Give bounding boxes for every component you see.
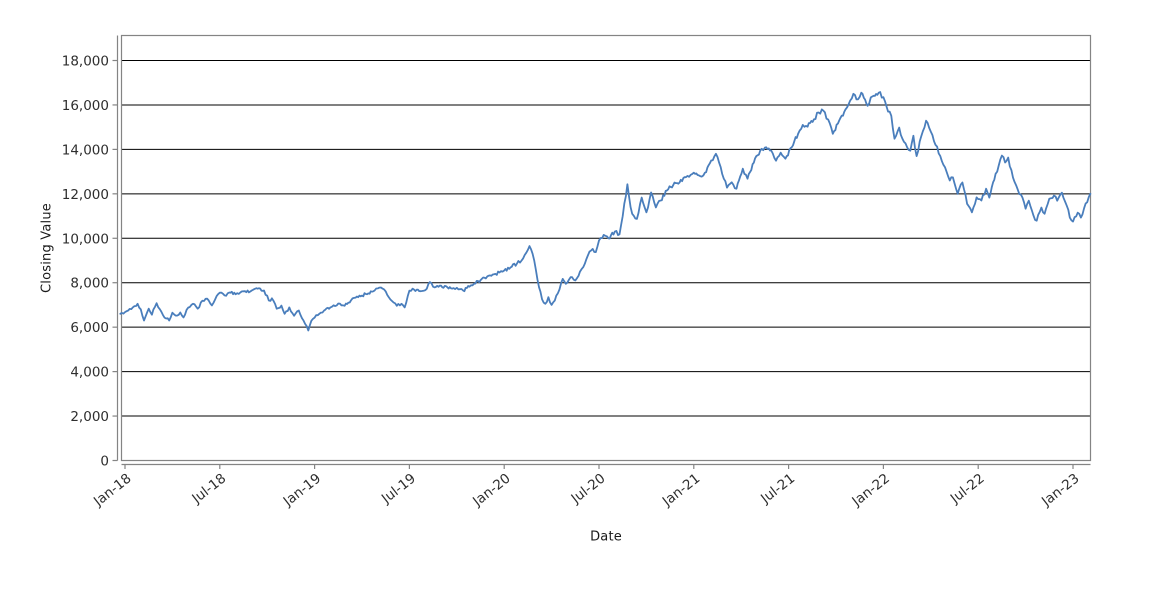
y-tick-label: 4,000 xyxy=(70,365,109,381)
y-tick-label: 18,000 xyxy=(62,54,109,70)
y-axis-title: Closing Value xyxy=(39,203,55,293)
x-tick-label: Jan-19 xyxy=(280,471,324,511)
x-tick-label: Jan-18 xyxy=(90,471,134,511)
x-tick-label: Jan-21 xyxy=(659,471,703,511)
y-tick-label: 16,000 xyxy=(62,98,109,114)
x-tick-label: Jul-18 xyxy=(188,471,229,508)
x-tick-label: Jan-22 xyxy=(848,471,892,511)
y-tick-label: 14,000 xyxy=(62,142,109,158)
y-tick-label: 0 xyxy=(100,454,109,470)
y-tick-label: 10,000 xyxy=(62,231,109,247)
x-tick-label: Jul-22 xyxy=(947,471,988,508)
x-tick-label: Jul-21 xyxy=(757,471,798,508)
x-tick-label: Jan-23 xyxy=(1038,471,1082,511)
plot-border xyxy=(120,34,1092,462)
x-tick-label: Jan-20 xyxy=(469,471,513,511)
y-tick-label: 2,000 xyxy=(70,409,109,425)
y-tick-label: 6,000 xyxy=(70,320,109,336)
y-tick-label: 12,000 xyxy=(62,187,109,203)
closing-value-series-line xyxy=(119,91,1092,332)
y-tick-label: 8,000 xyxy=(70,276,109,292)
x-tick-label: Jul-19 xyxy=(378,471,419,508)
x-axis-title: Date xyxy=(590,529,622,545)
x-tick-label: Jul-20 xyxy=(568,471,609,508)
